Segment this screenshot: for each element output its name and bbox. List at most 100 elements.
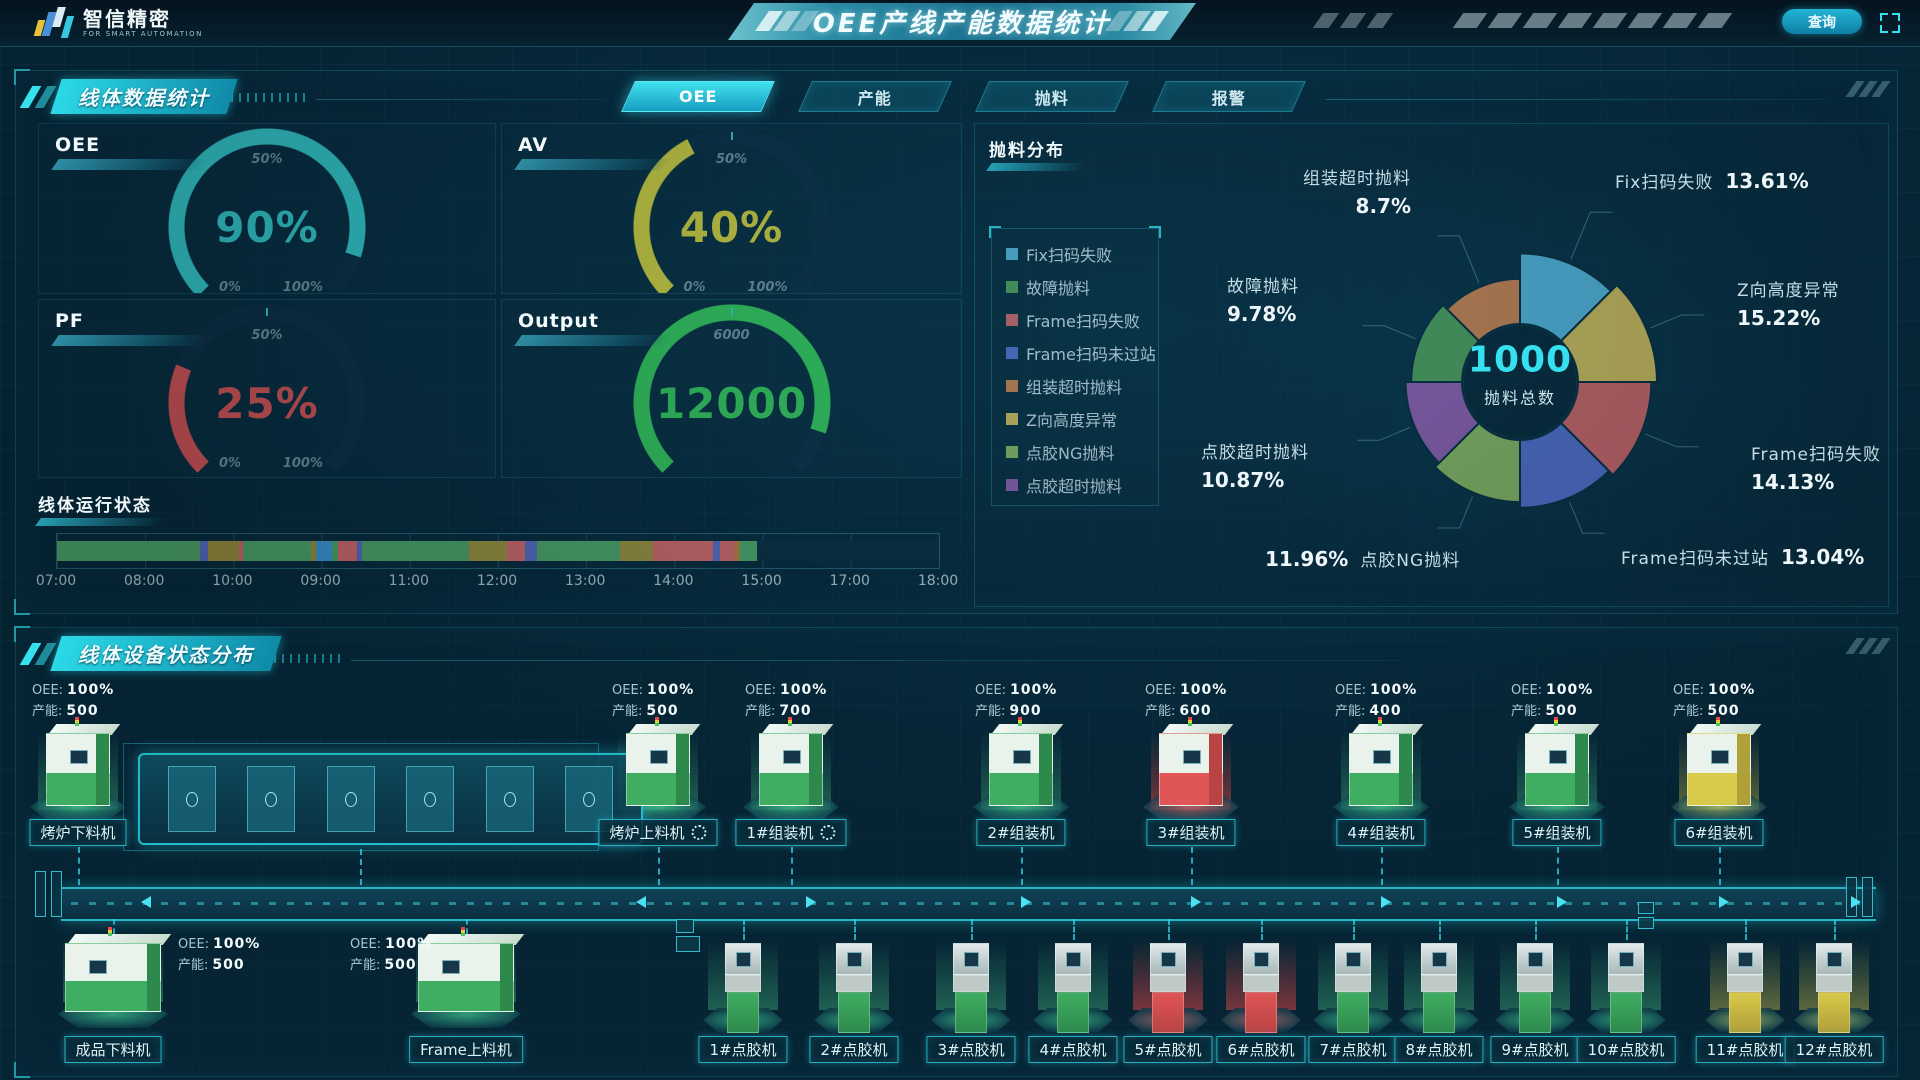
query-button[interactable]: 查询	[1782, 9, 1862, 34]
tower-lamp-icon	[1715, 717, 1720, 726]
machine-screen	[1711, 750, 1729, 764]
machine-label-2#点胶机[interactable]: 2#点胶机	[809, 1036, 899, 1063]
pie-leader-line	[1570, 211, 1613, 260]
legend-item-Z向高度异常[interactable]: Z向高度异常	[1006, 402, 1158, 435]
gauge-tick: 0%	[219, 280, 242, 294]
pie-slice-Frame扫码未过站[interactable]	[1519, 421, 1611, 509]
machine-label-烤炉上料机[interactable]: 烤炉上料机	[598, 819, 718, 846]
pie-leader-line	[1650, 314, 1704, 329]
machine-screen	[1619, 952, 1634, 967]
machine-label-8#点胶机[interactable]: 8#点胶机	[1394, 1036, 1484, 1063]
legend-item-点胶NG抛料[interactable]: 点胶NG抛料	[1006, 435, 1158, 468]
machine-screen	[1373, 750, 1391, 764]
scrap-title: 抛料分布	[986, 136, 1087, 171]
tower-lamp-icon	[654, 717, 659, 726]
timeline-segment-run	[57, 541, 200, 561]
pie-label-Frame扫码失败: Frame扫码失败 14.13%	[1751, 445, 1881, 494]
legend-item-故障抛料[interactable]: 故障抛料	[1006, 270, 1158, 303]
gear-icon[interactable]	[691, 825, 707, 840]
machine-label-6#点胶机[interactable]: 6#点胶机	[1216, 1036, 1306, 1063]
connector-line	[1626, 919, 1628, 940]
tab-抛料[interactable]: 抛料	[975, 81, 1129, 112]
logo-icon	[33, 6, 75, 40]
legend-item-Fix扫码失败[interactable]: Fix扫码失败	[1006, 237, 1158, 270]
header: 智信精密 FOR SMART AUTOMATION OEE产线产能数据统计 查询	[0, 0, 1920, 47]
machine-label-烤炉下料机[interactable]: 烤炉下料机	[29, 819, 127, 846]
timeline-segment-pause	[713, 541, 721, 561]
machine-screen	[1066, 952, 1081, 967]
connector-line	[1439, 919, 1441, 940]
machine-label-4#组装机[interactable]: 4#组装机	[1336, 819, 1426, 846]
pie-leader-line	[1569, 501, 1605, 534]
dispenser-machine	[836, 943, 872, 1033]
tower-lamp-icon	[1017, 717, 1022, 726]
divider	[351, 660, 1401, 661]
gauge-value: 25%	[215, 379, 319, 428]
runstate-timeline[interactable]	[56, 533, 940, 569]
machine-kpi: OEE: 100% 产能: 500	[612, 682, 695, 719]
flow-arrow-icon	[1851, 896, 1861, 908]
corner-slashes	[1845, 638, 1891, 654]
tab-报警[interactable]: 报警	[1152, 81, 1306, 112]
connector-line	[1719, 847, 1721, 885]
scrap-legend: Fix扫码失败 故障抛料 Frame扫码失败 Frame扫码未过站 组装超时抛料 Z向高度…	[989, 226, 1161, 506]
fullscreen-icon[interactable]	[1880, 13, 1900, 33]
time-label: 15:00	[741, 573, 782, 589]
legend-item-Frame扫码失败[interactable]: Frame扫码失败	[1006, 303, 1158, 336]
dispenser-machine	[725, 943, 761, 1033]
pie-slice-组装超时抛料[interactable]	[1445, 277, 1521, 343]
machine-label-5#点胶机[interactable]: 5#点胶机	[1123, 1036, 1213, 1063]
connector-line	[78, 847, 80, 885]
machine-label-成品下料机[interactable]: 成品下料机	[64, 1036, 162, 1063]
machine-label-Frame上料机[interactable]: Frame上料机	[409, 1036, 523, 1063]
tab-产能[interactable]: 产能	[798, 81, 952, 112]
oee-gauge: 50% 0% 100% 90%	[167, 127, 367, 294]
timeline-segment-alarm	[653, 541, 714, 561]
gauge-tick: 6000	[713, 328, 750, 343]
gauge-tick: 50%	[715, 152, 748, 167]
pie-slice-Frame扫码失败[interactable]	[1559, 381, 1653, 477]
machine-label-7#点胶机[interactable]: 7#点胶机	[1308, 1036, 1398, 1063]
legend-item-Frame扫码未过站[interactable]: Frame扫码未过站	[1006, 336, 1158, 369]
machine-label-3#点胶机[interactable]: 3#点胶机	[926, 1036, 1016, 1063]
gear-icon[interactable]	[820, 825, 836, 840]
timeline-segment-empty	[757, 541, 938, 561]
machine-cabinet	[46, 717, 121, 806]
gauge-tick: 100%	[282, 280, 323, 294]
logo: 智信精密 FOR SMART AUTOMATION	[33, 6, 203, 40]
machine-cabinet	[1687, 717, 1762, 806]
machine-cabinet	[1159, 717, 1234, 806]
legend-swatch	[1006, 280, 1018, 293]
machine-label-3#组装机[interactable]: 3#组装机	[1146, 819, 1236, 846]
machine-screen	[1827, 952, 1842, 967]
dispenser-machine	[1335, 943, 1371, 1033]
machine-screen	[847, 952, 862, 967]
timeline-segment-run	[362, 541, 469, 561]
machine-label-12#点胶机[interactable]: 12#点胶机	[1784, 1036, 1884, 1063]
tower-lamp-icon	[108, 927, 113, 936]
legend-item-点胶超时抛料[interactable]: 点胶超时抛料	[1006, 468, 1158, 501]
machine-label-5#组装机[interactable]: 5#组装机	[1512, 819, 1602, 846]
gauge-tick: 100%	[282, 456, 323, 471]
machine-screen	[1346, 952, 1361, 967]
tab-OEE[interactable]: OEE	[621, 81, 775, 112]
machine-label-2#组装机[interactable]: 2#组装机	[976, 819, 1066, 846]
tower-lamp-icon	[1187, 717, 1192, 726]
legend-item-组装超时抛料[interactable]: 组装超时抛料	[1006, 369, 1158, 402]
gauge-value: 90%	[215, 203, 319, 252]
timeline-segment-alarm	[720, 541, 736, 561]
machine-label-1#点胶机[interactable]: 1#点胶机	[698, 1036, 788, 1063]
machine-label-1#组装机[interactable]: 1#组装机	[735, 819, 847, 846]
pie-slice-Z向高度异常[interactable]	[1559, 283, 1659, 383]
machine-label-11#点胶机[interactable]: 11#点胶机	[1695, 1036, 1795, 1063]
pie-slice-Fix扫码失败[interactable]	[1519, 252, 1613, 343]
pie-leader-line	[1437, 496, 1473, 529]
connector-line	[1745, 919, 1747, 940]
pie-slice-点胶超时抛料[interactable]	[1404, 381, 1481, 465]
dispenser-machine	[1816, 943, 1852, 1033]
machine-label-4#点胶机[interactable]: 4#点胶机	[1028, 1036, 1118, 1063]
machine-label-6#组装机[interactable]: 6#组装机	[1674, 819, 1764, 846]
pie-slice-点胶NG抛料[interactable]	[1433, 421, 1521, 504]
machine-label-9#点胶机[interactable]: 9#点胶机	[1490, 1036, 1580, 1063]
machine-label-10#点胶机[interactable]: 10#点胶机	[1576, 1036, 1676, 1063]
